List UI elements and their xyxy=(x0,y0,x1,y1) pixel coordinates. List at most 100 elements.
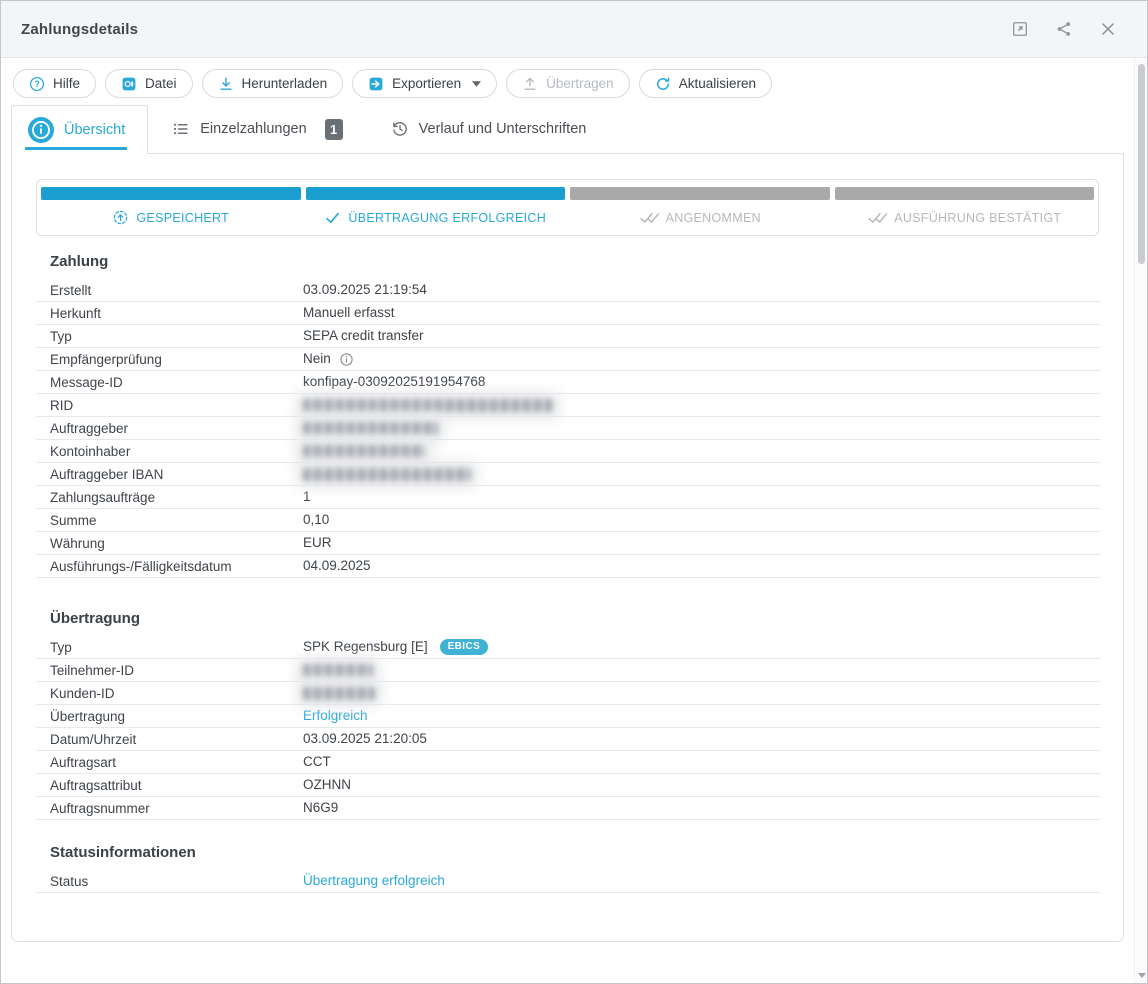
progress-step-label: ANGENOMMEN xyxy=(570,209,830,226)
scroll-down-arrow-icon[interactable] xyxy=(1138,973,1146,978)
row-value: CCT xyxy=(303,754,331,770)
row-value-text: Übertragung erfolgreich xyxy=(303,873,445,888)
row-label: Herkunft xyxy=(50,305,102,321)
download-button[interactable]: Herunterladen xyxy=(201,69,344,98)
row-value-text: konfipay-03092025191954768 xyxy=(303,374,486,389)
detail-row: Auftragsattribut OZHNN xyxy=(36,774,1101,797)
tab-count-badge: 1 xyxy=(324,118,343,140)
row-value xyxy=(303,421,438,435)
row-value xyxy=(303,663,373,677)
row-label: Auftragsnummer xyxy=(50,800,150,816)
section-title: Statusinformationen xyxy=(50,844,196,861)
transfer-button: Übertragen xyxy=(506,69,630,98)
detail-row: Typ SEPA credit transfer xyxy=(36,325,1101,348)
progress-segment-bar xyxy=(305,187,565,200)
detail-row: Datum/Uhrzeit 03.09.2025 21:20:05 xyxy=(36,728,1101,751)
row-label: Übertragung xyxy=(50,708,126,724)
row-value-text: OZHNN xyxy=(303,777,351,792)
export-button[interactable]: Exportieren xyxy=(352,69,498,98)
detail-row: Status Übertragung erfolgreich xyxy=(36,870,1101,893)
tab-label: Übersicht xyxy=(64,122,126,138)
row-value-text: SPK Regensburg [E] xyxy=(303,639,428,654)
progress-segment-bar xyxy=(570,187,830,200)
scrollbar-thumb[interactable] xyxy=(1138,64,1145,264)
row-value: SEPA credit transfer xyxy=(303,328,424,344)
row-value-text: Manuell erfasst xyxy=(303,305,395,320)
row-value: OZHNN xyxy=(303,777,351,793)
progress-step-label: GESPEICHERT xyxy=(41,209,301,226)
open-in-new-icon[interactable] xyxy=(1011,20,1029,38)
detail-row: Kontoinhaber xyxy=(36,440,1101,463)
row-value xyxy=(303,686,375,700)
progress-step-execution-confirmed: AUSFÜHRUNG BESTÄTIGT xyxy=(834,187,1095,226)
row-value: 03.09.2025 21:19:54 xyxy=(303,282,427,298)
detail-row: Kunden-ID xyxy=(36,682,1101,705)
row-value: 1 xyxy=(303,489,311,505)
row-label: Ausführungs-/Fälligkeitsdatum xyxy=(50,558,232,574)
row-label: Zahlungsaufträge xyxy=(50,489,156,505)
row-value: SPK Regensburg [E] EBICS xyxy=(303,639,489,655)
redacted-value xyxy=(303,663,373,677)
detail-row: Zahlungsaufträge 1 xyxy=(36,486,1101,509)
section: Statusinformationen Status Übertragung erf… xyxy=(36,820,1101,893)
progress-step-accepted: ANGENOMMEN xyxy=(570,187,830,226)
row-value: konfipay-03092025191954768 xyxy=(303,374,485,390)
button-label: Exportieren xyxy=(392,76,462,91)
button-label: Herunterladen xyxy=(241,76,328,91)
detail-row: Message-ID konfipay-03092025191954768 xyxy=(36,371,1101,394)
chevron-down-icon xyxy=(472,80,482,87)
detail-row: Auftragsnummer N6G9 xyxy=(36,797,1101,820)
progress-step-text: ÜBERTRAGUNG ERFOLGREICH xyxy=(348,210,547,225)
row-value-text: SEPA credit transfer xyxy=(303,328,424,343)
upload-icon xyxy=(522,76,538,92)
redacted-value xyxy=(303,444,425,458)
double-check-icon xyxy=(867,209,888,226)
refresh-button[interactable]: Aktualisieren xyxy=(638,69,772,98)
row-value: 04.09.2025 xyxy=(303,558,371,574)
info-icon xyxy=(339,352,354,367)
row-label: Teilnehmer-ID xyxy=(50,662,135,678)
progress-step-label: AUSFÜHRUNG BESTÄTIGT xyxy=(835,209,1095,226)
help-button[interactable]: ? Hilfe xyxy=(13,69,97,98)
row-label: Kontoinhaber xyxy=(50,443,131,459)
redacted-value xyxy=(303,686,375,700)
detail-row: Währung EUR xyxy=(36,532,1101,555)
scrollbar[interactable] xyxy=(1134,58,1147,983)
titlebar-actions xyxy=(1011,20,1127,38)
button-label: Übertragen xyxy=(546,76,614,91)
save-circle-icon xyxy=(112,209,129,226)
tab-label: Verlauf und Unterschriften xyxy=(418,121,587,137)
section: Zahlung Erstellt 03.09.2025 21:19:54 Herkun… xyxy=(36,236,1101,578)
detail-row: Erstellt 03.09.2025 21:19:54 xyxy=(36,279,1101,302)
row-value-text: Erfolgreich xyxy=(303,708,368,723)
row-label: Auftragsattribut xyxy=(50,777,142,793)
row-value: 0,10 xyxy=(303,512,329,528)
row-value: Übertragung erfolgreich xyxy=(303,873,445,889)
progress-step-text: GESPEICHERT xyxy=(136,210,230,225)
share-icon[interactable] xyxy=(1055,20,1073,38)
row-value: N6G9 xyxy=(303,800,338,816)
button-label: Hilfe xyxy=(53,76,81,91)
detail-row: Auftraggeber xyxy=(36,417,1101,440)
double-check-icon xyxy=(639,209,659,226)
detail-row: Ausführungs-/Fälligkeitsdatum 04.09.2025 xyxy=(36,555,1101,578)
row-label: Status xyxy=(50,873,89,889)
detail-row: Summe 0,10 xyxy=(36,509,1101,532)
detail-row: Teilnehmer-ID xyxy=(36,659,1101,682)
progress-steps: GESPEICHERT ÜBERTRAGUNG ERFOLGREICH ANGENO… xyxy=(41,187,1094,226)
detail-row: Auftraggeber IBAN xyxy=(36,463,1101,486)
row-value-text: N6G9 xyxy=(303,800,339,815)
tab-uebersicht[interactable]: Übersicht xyxy=(11,105,149,154)
progress-step-saved: GESPEICHERT xyxy=(41,187,301,226)
file-button[interactable]: Datei xyxy=(105,69,193,98)
tab-verlauf-und-unterschriften[interactable]: Verlauf und Unterschriften xyxy=(367,105,611,153)
row-label: Währung xyxy=(50,535,105,551)
tab-einzelzahlungen[interactable]: Einzelzahlungen 1 xyxy=(148,105,366,153)
progress-segment-bar xyxy=(41,187,301,200)
redacted-value xyxy=(303,398,553,412)
close-icon[interactable] xyxy=(1099,20,1117,38)
detail-row: RID xyxy=(36,394,1101,417)
content-panel: GESPEICHERT ÜBERTRAGUNG ERFOLGREICH ANGENO… xyxy=(11,153,1124,942)
check-icon xyxy=(324,209,341,226)
detail-row: Auftragsart CCT xyxy=(36,751,1101,774)
